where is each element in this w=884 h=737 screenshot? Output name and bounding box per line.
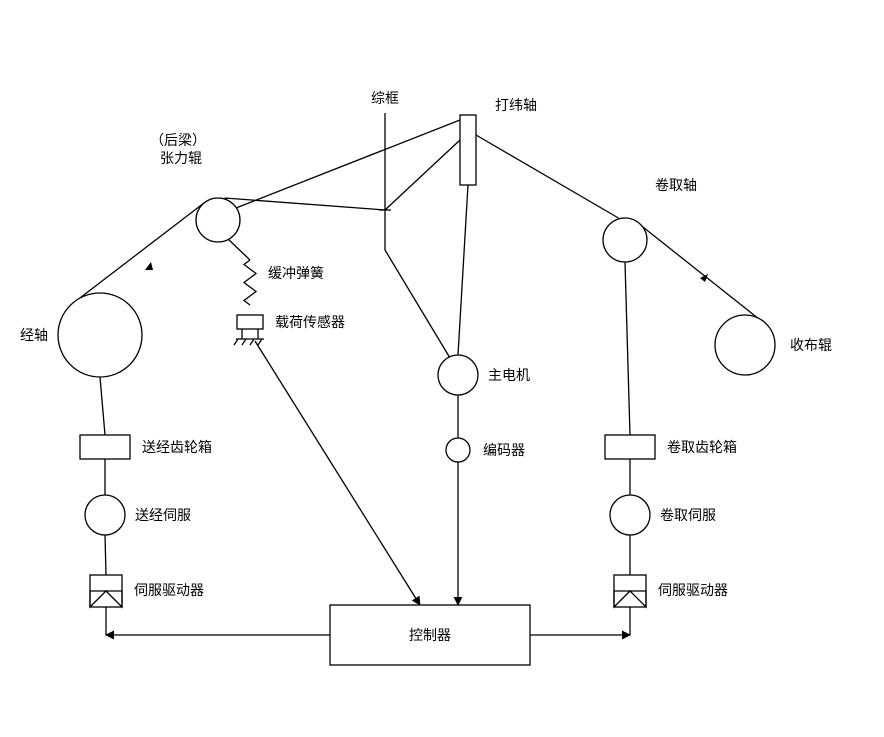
- diagram-stroke: [385, 250, 450, 358]
- warp-beam: [58, 293, 142, 377]
- heddle-frame-label: 综框: [371, 90, 399, 106]
- cloth-roll-label: 收布辊: [790, 337, 832, 353]
- diagram-stroke: [255, 341, 420, 605]
- cloth-roll: [715, 315, 775, 375]
- takeup-servo: [610, 495, 650, 535]
- diagram-stroke: [105, 535, 106, 575]
- diagram-stroke: [73, 202, 205, 303]
- encoder-label: 编码器: [483, 442, 525, 458]
- back-beam-label-1: （后梁）: [150, 132, 206, 148]
- diagram-stroke: [228, 239, 250, 260]
- takeup-shaft-label: 卷取轴: [655, 177, 697, 193]
- load-sensor-label: 载荷传感器: [275, 314, 345, 330]
- diagram-stroke: [145, 262, 153, 270]
- takeup-servo-label: 卷取伺服: [660, 507, 716, 523]
- load-sensor: [237, 315, 263, 329]
- servo-driver-left-label: 伺服驱动器: [134, 582, 204, 598]
- main-motor-label: 主电机: [488, 367, 530, 383]
- takeup-gearbox: [605, 435, 655, 459]
- letoff-servo-label: 送经伺服: [135, 507, 191, 523]
- tension-roll: [196, 198, 240, 242]
- diagram-stroke: [385, 140, 460, 210]
- buffer-spring-label: 缓冲弹簧: [268, 265, 324, 281]
- diagram-stroke: [625, 262, 630, 435]
- beating-shaft-label: 打纬轴: [495, 97, 537, 113]
- diagram-stroke: [476, 135, 618, 218]
- encoder: [446, 438, 470, 462]
- main-motor: [438, 355, 478, 395]
- letoff-gearbox-label: 送经齿轮箱: [142, 439, 212, 455]
- servo-driver-right-label: 伺服驱动器: [658, 582, 728, 598]
- controller-label: 控制器: [409, 627, 451, 643]
- buffer-spring: [244, 260, 256, 305]
- diagram-stroke: [258, 339, 262, 345]
- diagram-stroke: [234, 339, 238, 345]
- diagram-stroke: [225, 198, 385, 210]
- diagram-stroke: [250, 339, 254, 345]
- letoff-gearbox: [80, 435, 130, 459]
- letoff-servo: [85, 495, 125, 535]
- diagram-stroke: [100, 377, 105, 435]
- beating-shaft: [460, 115, 476, 185]
- takeup-gearbox-label: 卷取齿轮箱: [667, 439, 737, 455]
- diagram-stroke: [637, 222, 761, 321]
- warp-beam-label: 经轴: [20, 327, 48, 343]
- diagram-stroke: [242, 339, 246, 345]
- diagram-stroke: [458, 185, 468, 355]
- diagram-stroke: [233, 120, 460, 209]
- takeup-roll: [603, 218, 647, 262]
- back-beam-label-2: 张力辊: [160, 150, 202, 166]
